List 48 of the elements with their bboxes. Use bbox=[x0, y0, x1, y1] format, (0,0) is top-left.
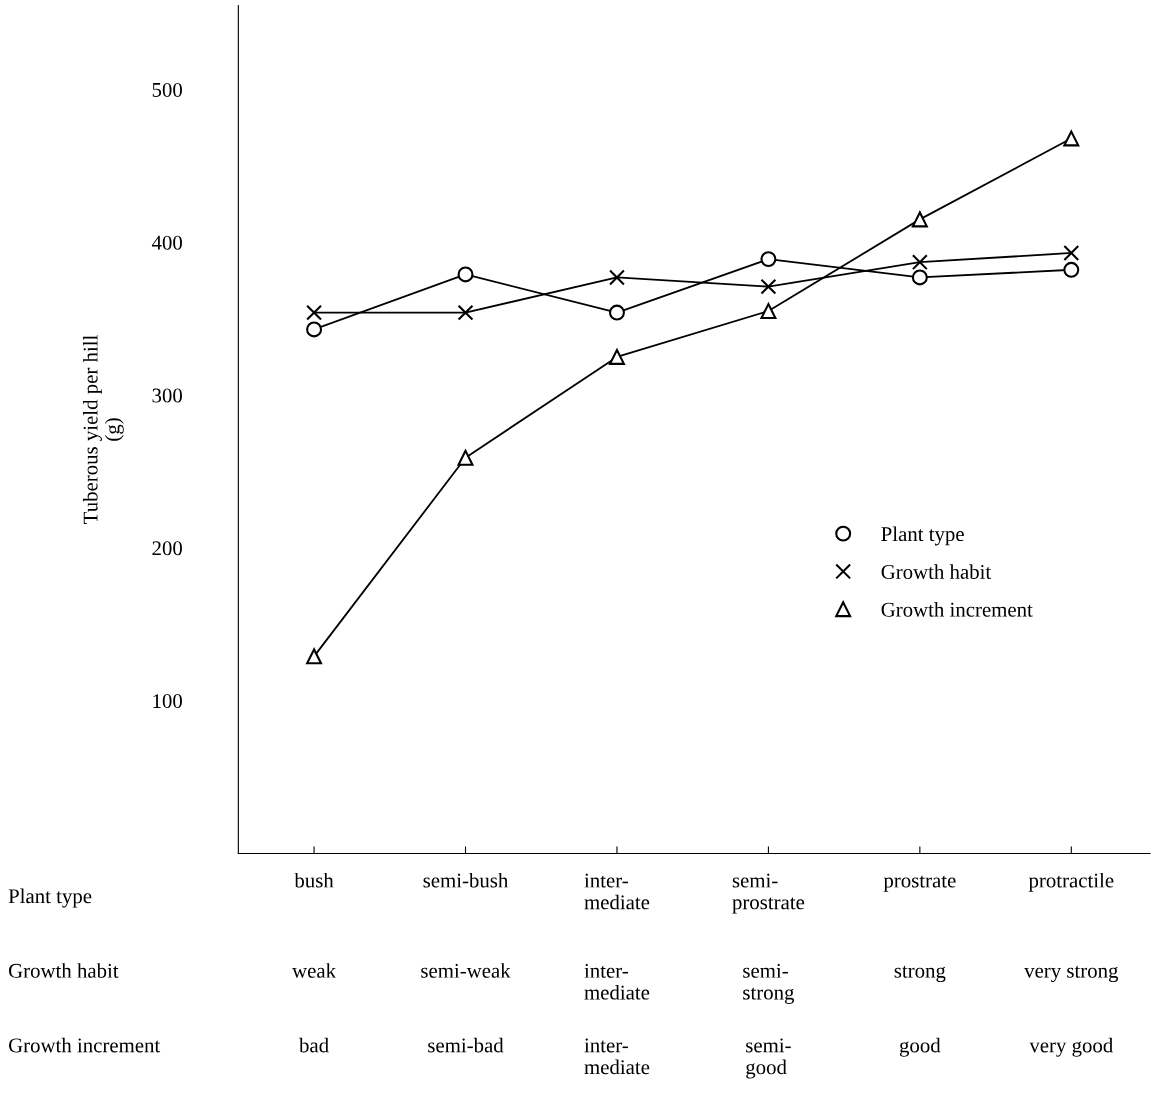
x-tick-label: protractile bbox=[1028, 872, 1114, 892]
x-tick-label: prostrate bbox=[883, 875, 956, 892]
point bbox=[457, 449, 474, 466]
y-tick-label: 300 bbox=[152, 388, 182, 403]
text: semi- strong bbox=[743, 963, 795, 1004]
point bbox=[911, 254, 928, 271]
text: Plant type bbox=[8, 888, 92, 908]
x-tick-label: semi- prostrate bbox=[732, 873, 805, 914]
text: Growth habit bbox=[8, 963, 119, 978]
legend-label: Plant type bbox=[881, 526, 964, 546]
point bbox=[306, 321, 323, 338]
y-axis-title: Tuberous yield per hill (g) bbox=[82, 335, 124, 524]
text: semi-bad bbox=[428, 1037, 504, 1053]
point bbox=[608, 304, 625, 321]
point bbox=[1063, 130, 1080, 147]
y-tick-label: 400 bbox=[151, 235, 182, 250]
x-tick-label: bush bbox=[294, 872, 334, 888]
text: weak bbox=[292, 963, 337, 978]
point bbox=[911, 211, 928, 228]
point bbox=[608, 348, 625, 365]
text: semi-weak bbox=[421, 963, 511, 978]
point bbox=[457, 304, 474, 321]
text: Growth increment bbox=[8, 1037, 161, 1053]
point bbox=[306, 648, 323, 665]
y-tick-label: 500 bbox=[152, 82, 182, 97]
text: inter- mediate bbox=[584, 963, 650, 1000]
x-tick-label: inter- mediate bbox=[584, 873, 650, 910]
point bbox=[760, 278, 777, 295]
legend-label: Growth increment bbox=[881, 602, 1033, 617]
text: inter- mediate bbox=[584, 1038, 650, 1075]
point bbox=[1063, 245, 1080, 261]
text: good bbox=[899, 1037, 941, 1057]
y-tick-label: 100 bbox=[153, 694, 182, 709]
point bbox=[760, 303, 777, 320]
point bbox=[608, 269, 625, 286]
x-tick-label: semi-bush bbox=[423, 872, 509, 888]
text: bad bbox=[299, 1037, 329, 1053]
y-tick-label: 200 bbox=[152, 541, 182, 556]
legend-label: Growth habit bbox=[881, 564, 992, 579]
text: very good bbox=[1029, 1037, 1113, 1057]
point bbox=[1063, 261, 1080, 278]
text: very strong bbox=[1024, 965, 1119, 983]
point bbox=[306, 304, 323, 321]
point bbox=[457, 266, 474, 283]
point bbox=[760, 251, 777, 268]
point bbox=[911, 269, 928, 286]
text: strong bbox=[894, 965, 946, 983]
text: semi- good bbox=[746, 1038, 791, 1079]
